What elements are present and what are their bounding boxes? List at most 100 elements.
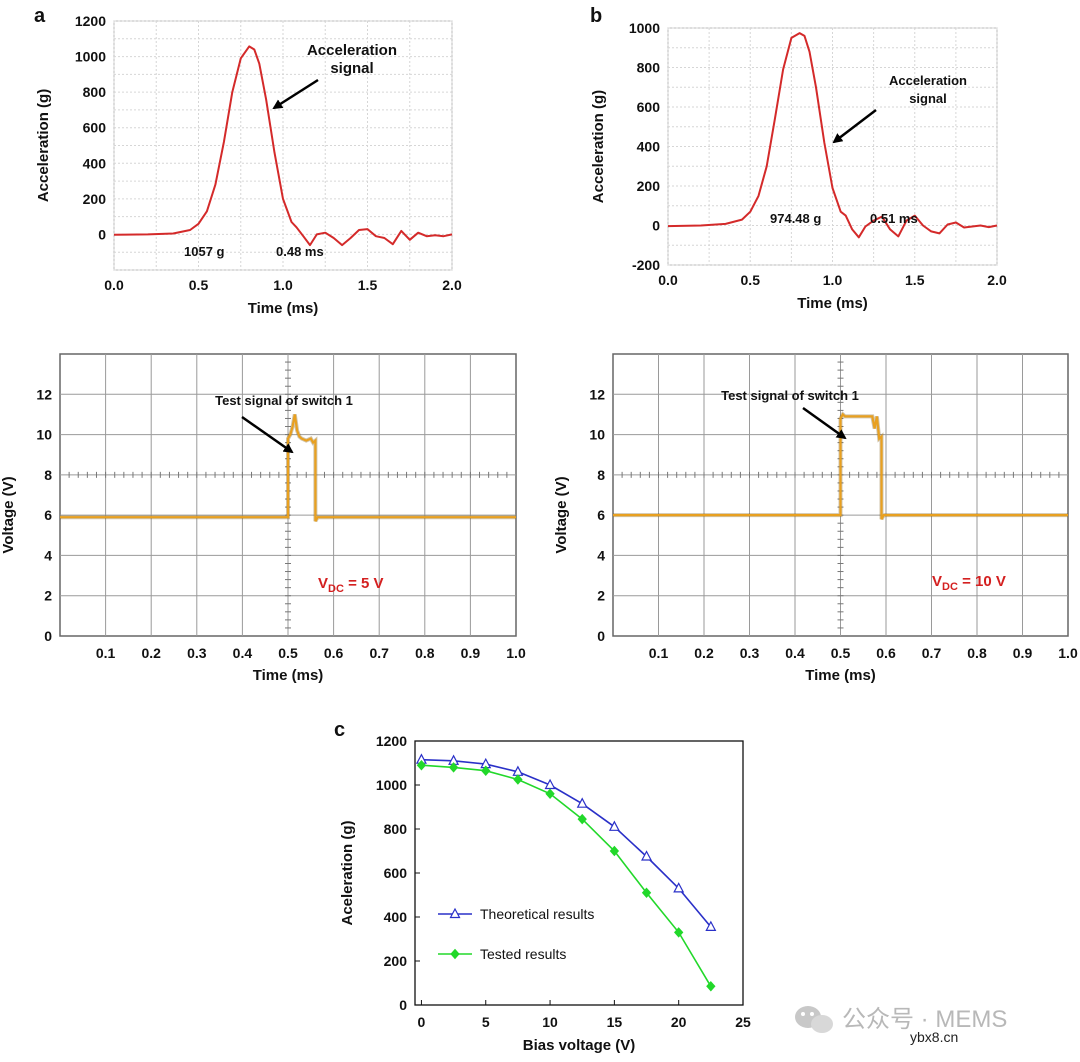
- theoretical-point: [544, 778, 556, 790]
- tested-point: [706, 981, 716, 992]
- chart-c-bias: 0 5 10 15 20 25 0 200 400 600 800 1000 1200 Bias volt…: [339, 733, 751, 1054]
- annotation-arrow: [832, 109, 877, 144]
- panel-label-b: b: [590, 5, 602, 27]
- test-signal-line: [60, 414, 516, 522]
- annotation-arrow: [272, 78, 319, 110]
- watermark: 公众号 · MEMS ybx8.cn: [795, 1006, 1007, 1045]
- x-tick-label: 0.3: [187, 645, 207, 661]
- x-tick-label: 0.5: [741, 272, 761, 288]
- y-tick-label: 10: [589, 427, 605, 443]
- y-tick-label: 1000: [376, 777, 407, 793]
- x-tick-label: 0.1: [96, 645, 116, 661]
- x-tick-label: 1.0: [506, 645, 526, 661]
- y-tick-label: 800: [637, 60, 661, 76]
- theoretical-point: [641, 850, 653, 861]
- legend-tested-marker: [450, 948, 460, 960]
- x-tick-label: 0.0: [658, 272, 678, 288]
- y-tick-label: 0: [44, 628, 52, 644]
- wechat-icon: [795, 1006, 833, 1033]
- tested-line: [421, 764, 712, 987]
- x-tick-label: 5: [482, 1014, 490, 1030]
- y-tick-label: 8: [597, 467, 605, 483]
- x-tick-label: 10: [542, 1014, 558, 1030]
- y-tick-label: 12: [589, 386, 605, 402]
- y-tick-label: 0: [597, 628, 605, 644]
- y-tick-label: 800: [83, 84, 107, 100]
- y-tick-label: 400: [83, 155, 107, 171]
- x-tick-label: 0.6: [876, 645, 896, 661]
- annotation-arrow: [802, 406, 847, 440]
- y-tick-label: 400: [384, 909, 408, 925]
- x-tick-label: 0.6: [324, 645, 344, 661]
- y-axis-title: Voltage (V): [0, 476, 17, 553]
- tested-point: [609, 845, 620, 857]
- x-axis-title: Time (ms): [253, 667, 324, 684]
- y-tick-label: 1000: [75, 49, 106, 65]
- x-tick-label: 0.0: [104, 277, 124, 293]
- theoretical-line: [421, 758, 712, 928]
- y-tick-label: 0: [399, 997, 407, 1013]
- theoretical-point: [576, 797, 588, 808]
- chart-a-acceleration: 0.0 0.5 1.0 1.5 2.0 0 200 400 600 800 1000 1200 Time…: [35, 13, 462, 317]
- x-tick-label: 0.8: [967, 645, 987, 661]
- y-tick-label: 1200: [75, 13, 106, 29]
- x-tick-label: 1.0: [1058, 645, 1078, 661]
- tested-point: [641, 887, 652, 899]
- x-tick-label: 0.9: [1013, 645, 1033, 661]
- y-tick-label: 400: [637, 139, 661, 155]
- annotation-text: Test signal of switch 1: [215, 393, 353, 408]
- x-tick-label: 0.7: [922, 645, 942, 661]
- peak-label: 974.48 g: [770, 211, 821, 226]
- plot-area: [414, 740, 744, 1006]
- tested-point: [448, 762, 459, 773]
- chart-a-voltage: 0.1 0.2 0.3 0.4 0.5 0.6 0.7 0.8 0.9 1.0 0 2 4 6 8 10 12 T…: [0, 353, 526, 684]
- y-tick-label: 6: [44, 507, 52, 523]
- y-tick-label: 4: [597, 547, 605, 563]
- annotation-text: signal: [330, 60, 373, 77]
- chart-b-voltage: 0.1 0.2 0.3 0.4 0.5 0.6 0.7 0.8 0.9 1.0 0 2 4 6 8 10 12 T…: [553, 353, 1078, 684]
- y-tick-label: 600: [83, 120, 107, 136]
- x-tick-label: 1.5: [358, 277, 378, 293]
- watermark-site: ybx8.cn: [910, 1029, 958, 1045]
- annotation-text: Acceleration: [889, 73, 967, 88]
- annotation-text: signal: [909, 91, 947, 106]
- y-tick-label: 8: [44, 467, 52, 483]
- y-axis-title: Aceleration (g): [339, 820, 356, 925]
- y-tick-label: 2: [597, 588, 605, 604]
- x-tick-label: 0: [418, 1014, 426, 1030]
- x-tick-label: 0.2: [694, 645, 714, 661]
- y-tick-label: 200: [83, 191, 107, 207]
- x-tick-label: 0.7: [369, 645, 389, 661]
- acceleration-signal-line: [113, 45, 453, 247]
- y-tick-label: 600: [637, 99, 661, 115]
- y-tick-label: 10: [36, 427, 52, 443]
- legend-theoretical-label: Theoretical results: [480, 906, 594, 922]
- pulse-width-label: 0.51 ms: [870, 211, 918, 226]
- tested-point: [545, 788, 555, 800]
- y-tick-label: 4: [44, 547, 52, 563]
- theoretical-point: [673, 882, 685, 893]
- y-tick-label: -200: [632, 257, 660, 273]
- x-axis-title: Bias voltage (V): [523, 1037, 636, 1054]
- panel-label-c: c: [334, 719, 345, 741]
- y-tick-label: 0: [98, 226, 106, 242]
- x-tick-label: 2.0: [987, 272, 1007, 288]
- x-tick-label: 25: [735, 1014, 751, 1030]
- theoretical-point: [705, 920, 717, 932]
- annotation-text: Test signal of switch 1: [721, 388, 859, 403]
- y-tick-label: 200: [384, 953, 408, 969]
- x-tick-label: 1.0: [823, 272, 843, 288]
- x-tick-label: 0.8: [415, 645, 435, 661]
- tested-point: [416, 759, 427, 771]
- watermark-text: 公众号 · MEMS: [842, 1006, 1007, 1033]
- x-axis-title: Time (ms): [797, 295, 868, 312]
- legend-tested-label: Tested results: [480, 946, 566, 962]
- x-tick-label: 0.3: [740, 645, 760, 661]
- chart-b-acceleration: 0.0 0.5 1.0 1.5 2.0 -200 0 200 400 600 800 1000 Time…: [590, 20, 1007, 312]
- tested-point: [674, 927, 684, 938]
- annotation-text: Acceleration: [307, 42, 397, 59]
- tested-point: [481, 765, 491, 776]
- y-tick-label: 6: [597, 507, 605, 523]
- theoretical-point: [608, 820, 620, 831]
- x-tick-label: 0.5: [189, 277, 209, 293]
